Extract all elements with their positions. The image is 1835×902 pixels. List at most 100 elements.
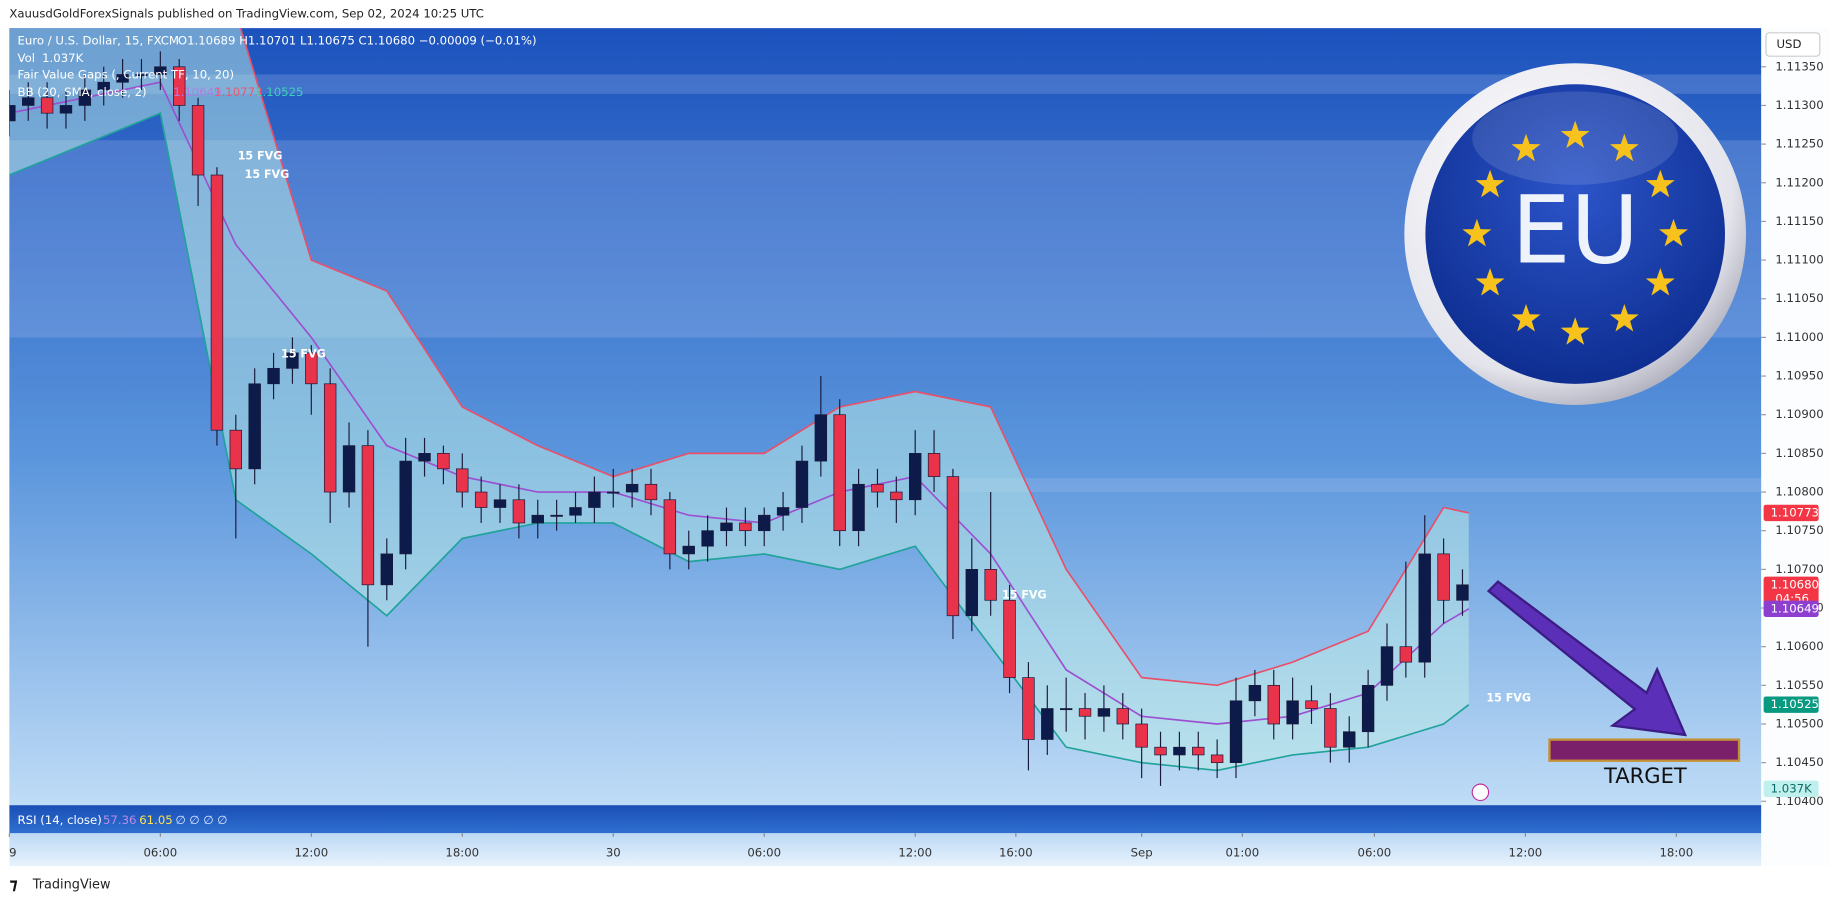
y-tick-label: 1.10900 <box>1775 407 1823 421</box>
x-tick-label: 01:00 <box>1225 846 1259 860</box>
target-box <box>1548 738 1741 762</box>
alert-icon[interactable] <box>1471 783 1490 802</box>
candle-body <box>1324 708 1337 748</box>
candle-body <box>342 445 356 493</box>
rsi-label: RSI (14, close) <box>18 813 102 827</box>
candle-body <box>1078 708 1092 717</box>
candle-body <box>814 414 828 462</box>
currency-button[interactable] <box>1765 32 1821 57</box>
rsi-value: ∅ ∅ ∅ ∅ <box>176 813 228 827</box>
star <box>1511 304 1541 332</box>
candle-body <box>1173 746 1186 756</box>
target-arrow <box>1486 580 1688 737</box>
candle-body <box>1003 599 1016 678</box>
candle-body <box>607 491 620 494</box>
y-tick-label: 1.10500 <box>1775 716 1823 730</box>
candle-body <box>323 383 337 493</box>
x-tick-label: 12:00 <box>294 846 328 860</box>
x-tick-label: 12:00 <box>898 846 932 860</box>
band-upper <box>239 28 1469 687</box>
candle-body <box>267 367 280 385</box>
price-tag <box>1763 696 1819 713</box>
candle-body <box>625 483 639 493</box>
candle-body <box>1116 708 1129 725</box>
star <box>1659 218 1688 247</box>
candle-body <box>1267 684 1280 725</box>
candle-body <box>154 66 167 75</box>
y-tick-label: 1.11150 <box>1775 214 1823 228</box>
y-tick-label: 1.10600 <box>1775 639 1823 653</box>
candle-body <box>531 514 544 524</box>
candle-body <box>701 530 714 547</box>
candle-body <box>682 545 695 555</box>
fvg-indicator: Fair Value Gaps (, Current TF, 10, 20) <box>18 67 234 81</box>
candle-body <box>1456 584 1469 601</box>
bb-value: 1.10773 <box>214 85 262 99</box>
x-tick-label: 12:00 <box>1509 846 1543 860</box>
star <box>1645 268 1675 296</box>
candle-body <box>493 499 507 508</box>
candle-body <box>1229 700 1243 764</box>
candle-body <box>890 491 903 501</box>
price-axis <box>1761 28 1830 867</box>
candle-body <box>437 453 450 470</box>
star <box>1609 133 1639 162</box>
candle-body <box>1305 700 1318 709</box>
candle-body <box>1192 746 1205 756</box>
candle-body <box>380 553 393 586</box>
candle-body <box>361 445 375 586</box>
x-tick-label: 06:00 <box>143 846 177 860</box>
overlay: EU TARGET Euro / U.S. Dollar, 15, FXCM O… <box>9 32 1821 893</box>
candle-body <box>474 491 488 508</box>
candle-body <box>833 414 846 532</box>
fvg-label: 15 FVG <box>238 149 283 162</box>
y-tick-label: 1.10400 <box>1775 794 1823 808</box>
candle-body <box>550 514 563 517</box>
bb-value: 1.10649 <box>173 85 221 99</box>
stars <box>1462 120 1688 345</box>
published-line: XauusdGoldForexSignals published on Trad… <box>9 7 484 21</box>
y-tick-label: 1.10700 <box>1775 562 1823 576</box>
candle-body <box>9 105 16 122</box>
vol-label: Vol <box>18 51 36 65</box>
candle-body <box>78 89 92 106</box>
star <box>1560 317 1590 345</box>
target-label: TARGET <box>1603 763 1687 788</box>
price-tag <box>1763 576 1819 608</box>
price-tag-label: 1.10773 <box>1771 505 1819 519</box>
candle-body <box>1041 708 1054 740</box>
bb-indicator: BB (20, SMA, close, 2) <box>18 85 147 99</box>
candle-body <box>191 105 205 176</box>
candle-body <box>1418 553 1431 663</box>
candle-body <box>22 97 35 106</box>
y-tick-label: 1.10750 <box>1775 523 1823 537</box>
y-tick-label: 1.11000 <box>1775 330 1823 344</box>
footer: TradingView <box>32 877 111 892</box>
candle-body <box>1059 708 1073 711</box>
candle-body <box>1154 746 1167 756</box>
candle-body <box>1343 731 1356 748</box>
candle-body <box>59 105 73 114</box>
candle-body <box>116 74 129 83</box>
candle-body <box>1022 677 1035 740</box>
tv-mark: ⁊ <box>9 874 17 893</box>
x-tick-label: 06:00 <box>747 846 781 860</box>
fvg-label: 15 FVG <box>245 168 290 181</box>
candle-body <box>663 499 677 555</box>
candle-body <box>908 453 922 501</box>
rsi-value: 61.05 <box>139 813 172 827</box>
candle-body <box>758 514 771 532</box>
y-tick-label: 1.10850 <box>1775 446 1823 460</box>
candle-body <box>512 499 526 524</box>
y-tick-label: 1.11350 <box>1775 59 1823 73</box>
candle-body <box>569 507 582 516</box>
candle-body <box>871 483 884 493</box>
ohlc: O1.10689 H1.10701 L1.10675 C1.10680 −0.0… <box>178 33 537 47</box>
candle-body <box>984 569 997 601</box>
candle-body <box>1135 723 1148 748</box>
candle-body <box>795 460 809 508</box>
y-tick-label: 1.11300 <box>1775 98 1823 112</box>
candle-body <box>135 74 148 77</box>
